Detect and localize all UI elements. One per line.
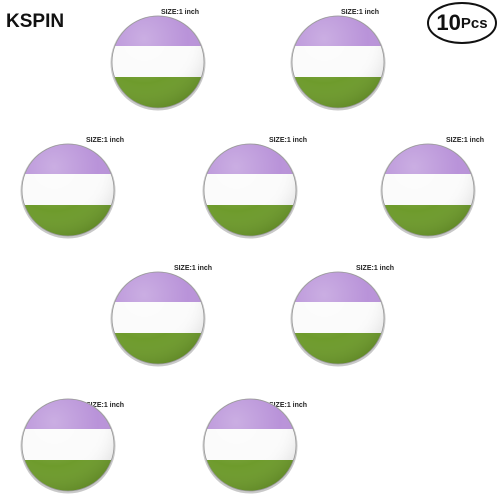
shine [382, 144, 474, 236]
pin-edge [203, 143, 297, 237]
size-label: SIZE:1 inch [356, 265, 394, 272]
shine [292, 16, 384, 108]
flag [112, 16, 204, 108]
shine [204, 144, 296, 236]
flag [112, 272, 204, 364]
flag [22, 399, 114, 491]
shine [22, 399, 114, 491]
pin [202, 398, 298, 494]
shine [112, 272, 204, 364]
badge-count: 10 [436, 10, 460, 35]
pin-edge [291, 271, 385, 365]
flag [204, 144, 296, 236]
size-label: SIZE:1 inch [174, 265, 212, 272]
badge-outline [427, 2, 497, 44]
flag [382, 144, 474, 236]
pin [202, 143, 298, 239]
pin-edge [21, 398, 115, 492]
size-label: SIZE:1 inch [86, 137, 124, 144]
shine [204, 399, 296, 491]
size-label: SIZE:1 inch [341, 9, 379, 16]
quantity-badge: 10Pcs [436, 10, 487, 35]
pin [20, 398, 116, 494]
pin [110, 15, 206, 111]
flag [292, 16, 384, 108]
pin [380, 143, 476, 239]
size-label: SIZE:1 inch [446, 137, 484, 144]
size-label: SIZE:1 inch [269, 402, 307, 409]
brand: KSPIN [6, 11, 64, 32]
pin-edge [291, 15, 385, 109]
shine [292, 272, 384, 364]
badge-unit: Pcs [461, 15, 488, 32]
pin-edge [111, 271, 205, 365]
size-label: SIZE:1 inch [86, 402, 124, 409]
flag [22, 144, 114, 236]
flag [204, 399, 296, 491]
shine [112, 16, 204, 108]
shine [22, 144, 114, 236]
size-label: SIZE:1 inch [161, 9, 199, 16]
size-label: SIZE:1 inch [269, 137, 307, 144]
pin [20, 143, 116, 239]
flag [292, 272, 384, 364]
pin [290, 15, 386, 111]
pin-edge [21, 143, 115, 237]
pin-edge [203, 398, 297, 492]
pin-edge [381, 143, 475, 237]
pin [110, 271, 206, 367]
pin-edge [111, 15, 205, 109]
pin [290, 271, 386, 367]
